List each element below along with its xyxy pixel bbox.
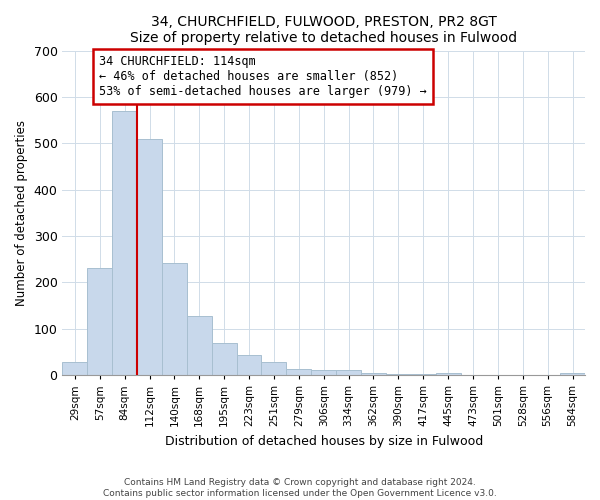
Bar — [212, 342, 236, 375]
Text: 34 CHURCHFIELD: 114sqm
← 46% of detached houses are smaller (852)
53% of semi-de: 34 CHURCHFIELD: 114sqm ← 46% of detached… — [99, 56, 427, 98]
Text: Contains HM Land Registry data © Crown copyright and database right 2024.
Contai: Contains HM Land Registry data © Crown c… — [103, 478, 497, 498]
Bar — [311, 370, 336, 375]
Title: 34, CHURCHFIELD, FULWOOD, PRESTON, PR2 8GT
Size of property relative to detached: 34, CHURCHFIELD, FULWOOD, PRESTON, PR2 8… — [130, 15, 517, 45]
Bar — [436, 372, 461, 375]
Bar — [137, 138, 162, 375]
X-axis label: Distribution of detached houses by size in Fulwood: Distribution of detached houses by size … — [164, 434, 483, 448]
Bar — [187, 316, 212, 375]
Bar — [236, 355, 262, 375]
Bar — [112, 111, 137, 375]
Bar — [262, 362, 286, 375]
Y-axis label: Number of detached properties: Number of detached properties — [15, 120, 28, 306]
Bar — [162, 263, 187, 375]
Bar — [286, 368, 311, 375]
Bar — [361, 372, 386, 375]
Bar — [386, 374, 411, 375]
Bar — [411, 374, 436, 375]
Bar — [560, 372, 585, 375]
Bar — [88, 268, 112, 375]
Bar — [62, 362, 88, 375]
Bar — [336, 370, 361, 375]
